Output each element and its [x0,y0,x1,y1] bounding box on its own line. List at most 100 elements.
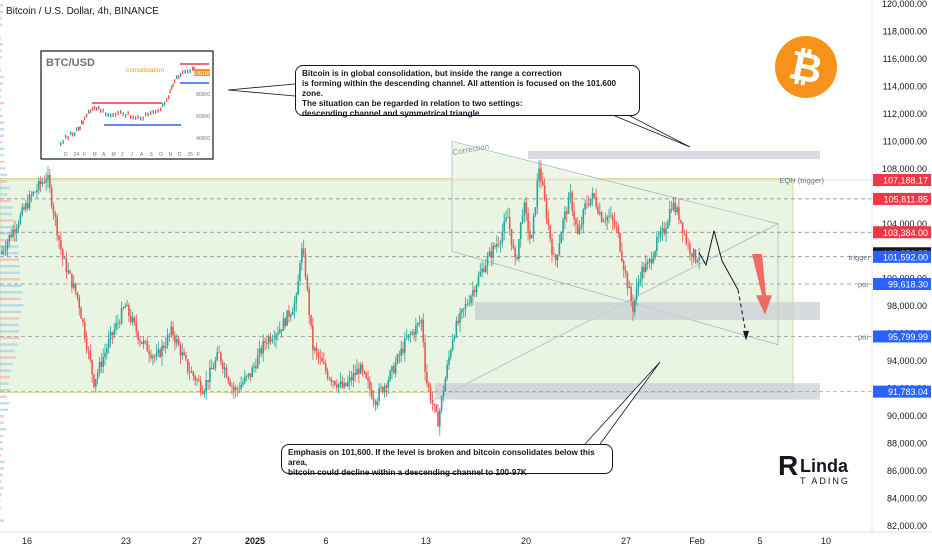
candle-body [579,228,581,234]
candle-body [112,332,114,335]
inset-candle [120,110,121,114]
candle-body [413,332,415,335]
volume-bar [0,402,9,404]
candle-body [378,388,380,401]
y-tick-label: 90,000.00 [887,411,927,421]
candle-body [95,379,97,387]
inset-x-tick: F [83,152,86,158]
inset-y-tick: 40000 [196,136,210,142]
candle-body [603,221,605,222]
candle-body [307,277,309,289]
volume-bar [0,337,19,339]
volume-bar [0,141,2,143]
volume-bar [0,89,2,91]
inset-candle [76,127,77,131]
candle-body [605,221,607,222]
candle-body [126,305,128,306]
candle-body [86,339,88,350]
inset-candle [81,120,82,124]
candle-body [56,217,58,236]
candle-body [553,255,555,256]
candle-body [229,381,231,386]
inset-candle [115,113,116,117]
volume-bar [0,76,4,78]
volume-bar [0,115,3,117]
candle-body [581,224,583,227]
candle-body [365,373,367,378]
candle-body [329,378,331,379]
inset-label: consolidation [126,67,164,74]
candle-body [406,338,408,339]
candle-body [465,304,467,308]
x-tick-label: 23 [121,536,131,546]
candle-body [7,242,9,250]
y-axis: 120,000.00 118,000.00 116,000.00 114,000.00… [872,0,932,550]
x-tick-label: 6 [323,536,328,546]
candle-body [502,232,504,243]
poi-label: poi [858,280,868,289]
candle-body [49,175,51,187]
candle-body [47,175,49,180]
candle-body [452,339,454,350]
inset-candle [162,103,163,107]
inset-candle [130,115,131,119]
candle-body [32,192,34,195]
volume-bar [0,389,10,391]
candle-body [31,195,33,196]
candle-body [45,180,47,183]
candle-body [492,246,494,258]
candle-body [525,202,527,213]
candle-body [62,249,64,258]
candle-body [207,380,209,382]
inset-candle [160,107,161,111]
candle-body [21,207,23,214]
candle-body [441,396,443,410]
candle-body [468,303,470,304]
candle-body [187,359,189,371]
candle-body [408,334,410,337]
candle-body [356,369,358,375]
candle-body [426,372,428,383]
candle-body [286,310,288,325]
candle-body [663,228,665,234]
inset-x-tick: 24 [74,152,80,158]
candle-body [108,339,110,348]
candle-body [284,319,286,326]
candle-body [461,309,463,312]
volume-bar [0,148,4,150]
candle-body [71,274,73,288]
y-tick-label: 82,000.00 [887,521,927,531]
inset-candle [143,117,144,121]
candle-body [80,308,82,319]
candle-body [555,255,557,260]
candle-body [399,355,401,356]
candle-body [514,248,516,257]
inset-x-tick: D [64,152,68,158]
y-tick-label: 94,000.00 [887,356,927,366]
candle-body [691,254,693,258]
candle-body [573,211,575,219]
callout-bottom: Emphasis on 101,600. If the level is bro… [281,444,613,474]
candle-body [522,216,524,223]
inset-candle [123,112,124,116]
candle-body [115,323,117,329]
volume-bar [0,37,1,39]
candle-body [524,202,526,215]
candle-body [1,251,3,254]
candle-body [240,385,242,389]
candle-body [196,380,198,381]
candle-body [226,368,228,378]
candle-body [89,350,91,360]
y-tick-label: 98,000.00 [887,301,927,311]
volume-bar [0,304,23,306]
volume-bar [0,174,7,176]
x-axis: 16 23 27 2025 6 13 20 27 Feb 5 10 [0,532,932,546]
inset-candle [168,95,169,99]
candle-body [669,209,671,222]
candle-body [564,212,566,220]
candle-body [463,308,465,309]
candle-body [124,306,126,308]
candle-body [193,372,195,376]
inset-candle [174,79,175,83]
